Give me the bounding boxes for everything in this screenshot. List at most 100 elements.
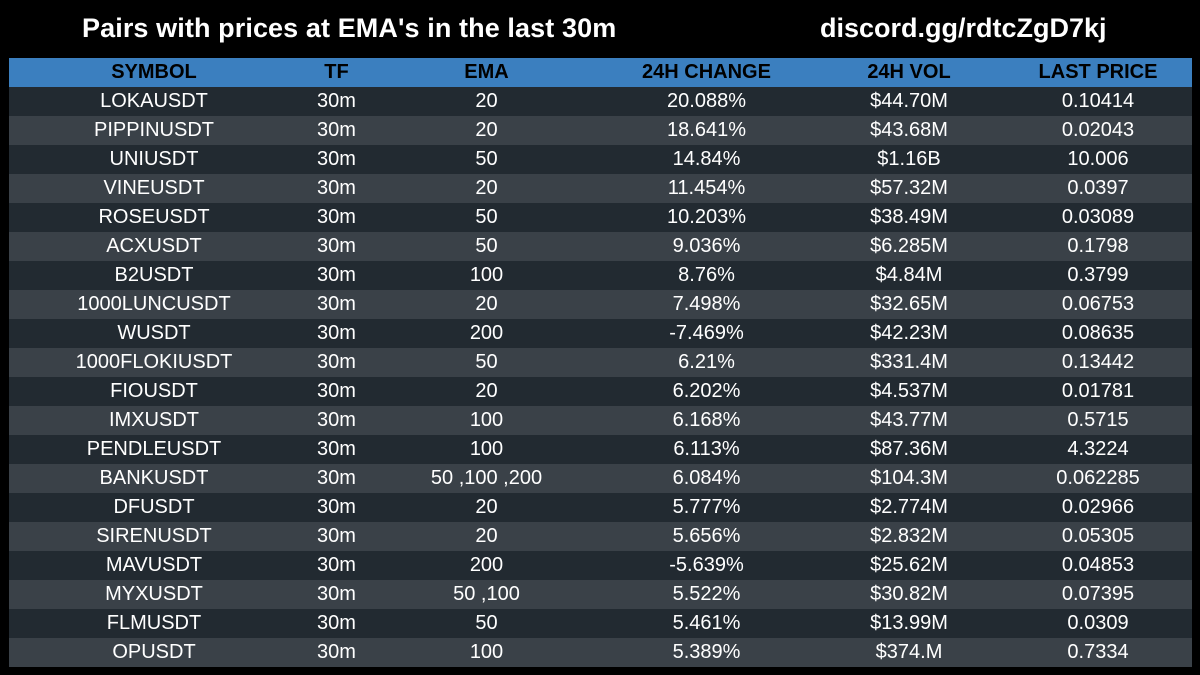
cell-ema: 20 [475, 119, 498, 141]
cell-tf: 30m [317, 177, 356, 199]
cell-24h-vol: $30.82M [870, 583, 948, 605]
cell-tf: 30m [317, 496, 356, 518]
cell-symbol: 1000LUNCUSDT [77, 293, 231, 315]
cell-last-price: 4.3224 [1067, 438, 1129, 460]
cell-24h-vol: $38.49M [870, 206, 948, 228]
cell-24h-change: 6.21% [678, 351, 735, 373]
cell-24h-change: 10.203% [667, 206, 746, 228]
cell-symbol: FIOUSDT [110, 380, 198, 402]
cell-24h-vol: $25.62M [870, 554, 948, 576]
table-row: VINEUSDT 30m 20 11.454% $57.32M 0.0397 [9, 174, 1192, 203]
cell-last-price: 0.7334 [1067, 641, 1129, 663]
cell-symbol: OPUSDT [112, 641, 196, 663]
cell-tf: 30m [317, 264, 356, 286]
cell-24h-vol: $374.M [875, 641, 943, 663]
table-body: LOKAUSDT 30m 20 20.088% $44.70M 0.10414 PIPPIN… [9, 87, 1192, 667]
cell-24h-change: 8.76% [678, 264, 735, 286]
cell-symbol: SIRENUSDT [96, 525, 212, 547]
cell-24h-vol: $2.832M [870, 525, 948, 547]
cell-tf: 30m [317, 409, 356, 431]
cell-tf: 30m [317, 206, 356, 228]
cell-24h-change: 9.036% [672, 235, 741, 257]
column-header-last-price: LAST PRICE [1038, 61, 1158, 83]
table-row: LOKAUSDT 30m 20 20.088% $44.70M 0.10414 [9, 87, 1192, 116]
cell-24h-vol: $42.23M [870, 322, 948, 344]
cell-24h-vol: $87.36M [870, 438, 948, 460]
page-title: Pairs with prices at EMA's in the last 3… [82, 13, 617, 43]
cell-24h-change: 6.084% [672, 467, 741, 489]
table-row: FIOUSDT 30m 20 6.202% $4.537M 0.01781 [9, 377, 1192, 406]
table-row: UNIUSDT 30m 50 14.84% $1.16B 10.006 [9, 145, 1192, 174]
cell-tf: 30m [317, 525, 356, 547]
table-row: SIRENUSDT 30m 20 5.656% $2.832M 0.05305 [9, 522, 1192, 551]
table-row: B2USDT 30m 100 8.76% $4.84M 0.3799 [9, 261, 1192, 290]
cell-24h-change: 20.088% [667, 90, 746, 112]
table-row: PIPPINUSDT 30m 20 18.641% $43.68M 0.02043 [9, 116, 1192, 145]
cell-symbol: WUSDT [117, 322, 191, 344]
cell-symbol: BANKUSDT [99, 467, 209, 489]
cell-ema: 50 [475, 351, 498, 373]
cell-24h-vol: $6.285M [870, 235, 948, 257]
cell-tf: 30m [317, 438, 356, 460]
cell-ema: 20 [475, 380, 498, 402]
cell-last-price: 0.01781 [1061, 380, 1135, 402]
column-header-24h-change: 24H CHANGE [642, 61, 771, 83]
cell-symbol: PENDLEUSDT [86, 438, 222, 460]
cell-24h-change: -5.639% [669, 554, 744, 576]
cell-symbol: LOKAUSDT [100, 90, 208, 112]
cell-last-price: 0.3799 [1067, 264, 1129, 286]
cell-tf: 30m [317, 380, 356, 402]
cell-ema: 20 [475, 496, 498, 518]
cell-tf: 30m [317, 322, 356, 344]
cell-last-price: 0.10414 [1061, 90, 1135, 112]
table-header: SYMBOL TF EMA 24H CHANGE 24H VOL LAST PR… [9, 58, 1192, 87]
cell-last-price: 0.04853 [1061, 554, 1135, 576]
table-row: OPUSDT 30m 100 5.389% $374.M 0.7334 [9, 638, 1192, 667]
cell-24h-change: -7.469% [669, 322, 744, 344]
cell-last-price: 0.02966 [1061, 496, 1135, 518]
cell-24h-change: 5.522% [672, 583, 741, 605]
cell-24h-vol: $43.68M [870, 119, 948, 141]
cell-ema: 50 [475, 148, 498, 170]
cell-ema: 50 [475, 206, 498, 228]
cell-24h-change: 7.498% [672, 293, 741, 315]
cell-symbol: ACXUSDT [106, 235, 202, 257]
table-row: BANKUSDT 30m 50 ,100 ,200 6.084% $104.3M 0.06… [9, 464, 1192, 493]
column-header-24h-vol: 24H VOL [867, 61, 951, 83]
cell-last-price: 0.08635 [1061, 322, 1135, 344]
cell-tf: 30m [317, 148, 356, 170]
cell-symbol: UNIUSDT [109, 148, 199, 170]
cell-symbol: FLMUSDT [106, 612, 202, 634]
cell-ema: 100 [469, 641, 504, 663]
cell-last-price: 0.0309 [1067, 612, 1129, 634]
table-row: MYXUSDT 30m 50 ,100 5.522% $30.82M 0.07395 [9, 580, 1192, 609]
cell-ema: 50 [475, 612, 498, 634]
cell-ema: 50 ,100 [453, 583, 520, 605]
cell-symbol: MAVUSDT [105, 554, 203, 576]
cell-ema: 100 [469, 438, 504, 460]
cell-24h-vol: $4.84M [875, 264, 943, 286]
cell-tf: 30m [317, 235, 356, 257]
column-header-symbol: SYMBOL [111, 61, 197, 83]
cell-symbol: ROSEUSDT [98, 206, 210, 228]
table-row: ACXUSDT 30m 50 9.036% $6.285M 0.1798 [9, 232, 1192, 261]
cell-last-price: 0.05305 [1061, 525, 1135, 547]
cell-last-price: 0.02043 [1061, 119, 1135, 141]
cell-24h-change: 6.202% [672, 380, 741, 402]
cell-24h-change: 5.777% [672, 496, 741, 518]
column-header-ema: EMA [464, 61, 509, 83]
cell-24h-change: 14.84% [672, 148, 741, 170]
cell-tf: 30m [317, 119, 356, 141]
cell-ema: 200 [469, 322, 504, 344]
cell-symbol: 1000FLOKIUSDT [75, 351, 233, 373]
cell-24h-vol: $13.99M [870, 612, 948, 634]
column-header-tf: TF [324, 61, 349, 83]
table-row: PENDLEUSDT 30m 100 6.113% $87.36M 4.3224 [9, 435, 1192, 464]
pairs-table: SYMBOL TF EMA 24H CHANGE 24H VOL LAST PR… [9, 58, 1192, 667]
cell-24h-vol: $44.70M [870, 90, 948, 112]
cell-24h-vol: $2.774M [870, 496, 948, 518]
cell-tf: 30m [317, 612, 356, 634]
table-row: IMXUSDT 30m 100 6.168% $43.77M 0.5715 [9, 406, 1192, 435]
cell-symbol: DFUSDT [113, 496, 195, 518]
cell-symbol: PIPPINUSDT [93, 119, 215, 141]
